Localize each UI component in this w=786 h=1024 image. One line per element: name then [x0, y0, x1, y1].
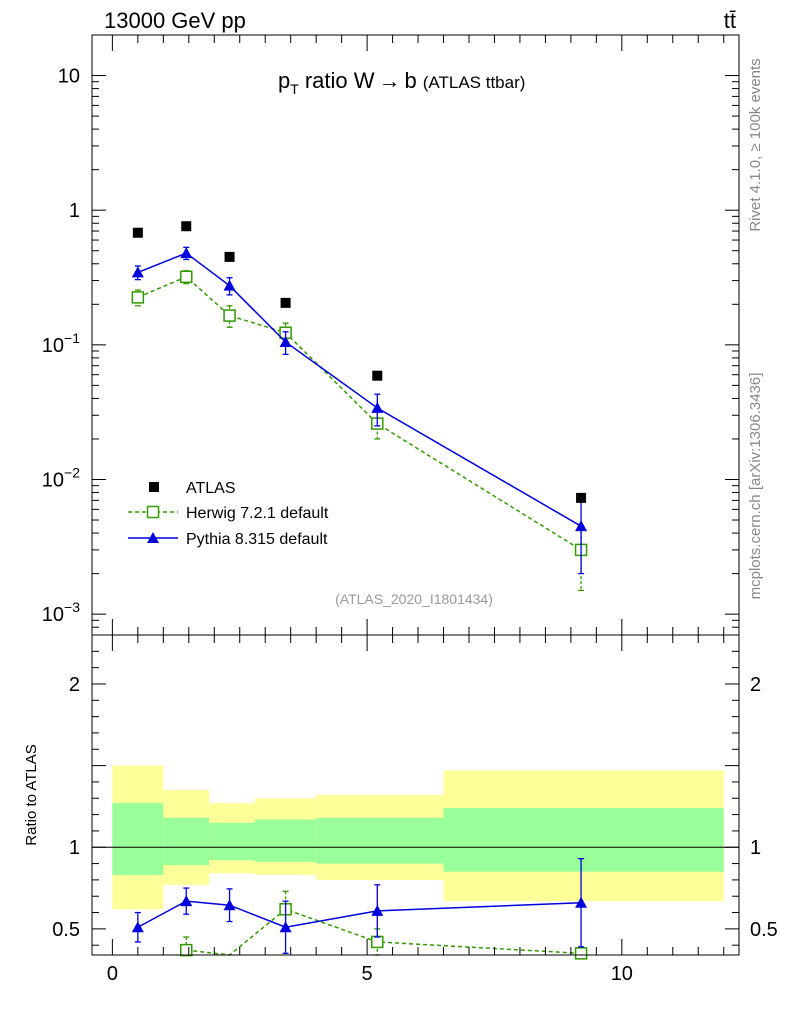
ratio-series [131, 858, 588, 960]
herwig-ratio-marker-4 [574, 947, 588, 960]
legend-label-herwig: Herwig 7.2.1 default [186, 505, 329, 522]
y-tick-label-0: 10 [58, 66, 80, 88]
main-series [131, 221, 588, 592]
x-tick-label-0: 0 [107, 963, 118, 985]
pythia-marker-4 [371, 401, 384, 413]
herwig-marker-0 [131, 291, 145, 304]
x-tick-label-1: 5 [362, 963, 373, 985]
atlas-marker-2 [224, 251, 235, 262]
pythia-ratio-marker-3 [279, 921, 292, 933]
pythia-ratio-marker-5 [575, 896, 588, 908]
legend-marker-atlas [149, 482, 159, 492]
legend: ATLAS Herwig 7.2.1 default Pythia 8.315 … [128, 480, 329, 548]
legend-marker-herwig [146, 505, 160, 519]
y-tick-label-4: 10−3 [42, 599, 80, 626]
x-tick-label-2: 10 [611, 963, 633, 985]
ratio-uncertainty-bands [112, 765, 724, 910]
legend-marker-pythia [147, 532, 159, 543]
pythia-marker-1 [180, 247, 193, 259]
pythia-ratio-marker-4 [371, 904, 384, 916]
ratio-tick-label-right-0: 2 [750, 674, 761, 696]
band-inner-2 [209, 822, 256, 861]
header-left-label: 13000 GeV pp [104, 8, 246, 33]
pythia-marker-3 [279, 335, 292, 347]
ratio-axis-ticks: 2 2 1 1 0.5 0.5 [52, 650, 778, 946]
herwig-marker-2 [223, 309, 236, 322]
atlas-marker-0 [132, 227, 143, 238]
band-inner-4 [316, 817, 444, 864]
ratio-tick-label-left-1: 1 [69, 837, 80, 859]
y-tick-label-2: 10−1 [42, 330, 80, 357]
pythia-ratio-line [137, 900, 582, 929]
pythia-ratio-marker-0 [131, 921, 144, 933]
herwig-ratio-marker-3 [371, 935, 384, 949]
side-label-mcplots: mcplots.cern.ch [arXiv:1306.3436] [747, 373, 764, 600]
ratio-tick-label-left-0: 2 [69, 674, 80, 696]
ratio-tick-label-left-2: 0.5 [52, 919, 80, 941]
legend-label-pythia: Pythia 8.315 default [186, 531, 328, 548]
main-axis-ticks: 10 1 10−1 10−2 10−3 [42, 34, 739, 636]
ratio-tick-label-right-2: 0.5 [750, 919, 778, 941]
herwig-line [137, 275, 582, 551]
atlas-marker-1 [181, 221, 192, 232]
y-tick-label-3: 10−2 [42, 464, 80, 491]
herwig-ratio-line [186, 908, 582, 956]
y-tick-label-1: 1 [69, 200, 80, 222]
legend-label-atlas: ATLAS [186, 480, 236, 497]
pythia-marker-2 [223, 279, 236, 291]
pythia-ratio-marker-1 [180, 895, 193, 907]
atlas-marker-4 [372, 370, 383, 381]
atlas-marker-5 [576, 492, 587, 503]
pythia-marker-5 [575, 520, 588, 532]
band-inner-3 [255, 819, 317, 862]
ratio-tick-label-right-1: 1 [750, 837, 761, 859]
chart-title: pT ratio W → b (ATLAS ttbar) [278, 68, 525, 97]
pythia-line [137, 252, 582, 527]
pythia-marker-0 [131, 266, 144, 278]
x-axis-ticks: 0 5 10 [107, 35, 725, 985]
herwig-ratio-marker-0 [179, 943, 193, 957]
side-label-rivet: Rivet 4.1.0, ≥ 100k events [747, 58, 764, 231]
atlas-marker-3 [280, 297, 291, 308]
band-inner-1 [163, 817, 210, 866]
ratio-y-axis-label: Ratio to ATLAS [23, 744, 40, 845]
analysis-label: (ATLAS_2020_I1801434) [335, 591, 493, 607]
ratio-panel-frame [91, 634, 740, 956]
band-inner-0 [112, 803, 164, 875]
pythia-ratio-marker-2 [223, 899, 236, 911]
band-inner-5 [443, 808, 724, 872]
header-right-label: tt̄ [724, 8, 736, 33]
herwig-marker-1 [179, 270, 193, 284]
